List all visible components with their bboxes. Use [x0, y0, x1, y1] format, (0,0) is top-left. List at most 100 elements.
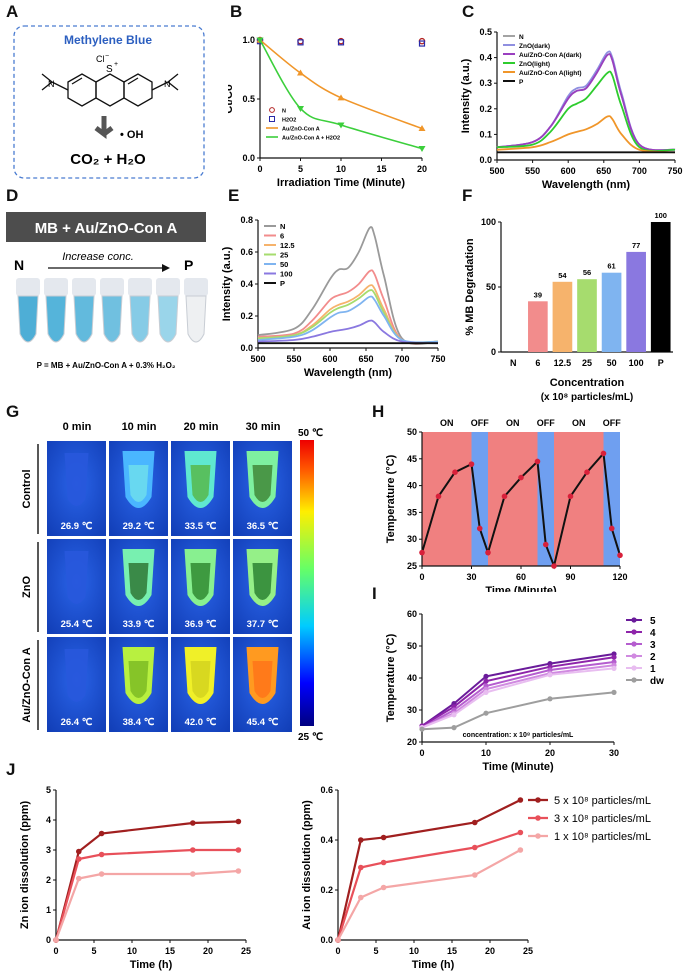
j2-x-tick-label: 15	[447, 946, 457, 956]
panel-letter-c: C	[462, 2, 475, 21]
f-bar	[601, 272, 622, 352]
banner-bg	[6, 212, 206, 242]
f-bar	[650, 222, 671, 352]
h-point	[452, 469, 458, 475]
panel-letter-f: F	[462, 186, 473, 205]
c-y-tick-label: 0.0	[479, 155, 492, 165]
i-point	[611, 689, 617, 695]
i-x-tick-label: 10	[481, 748, 491, 758]
h-band-label: ON	[572, 418, 586, 428]
i-x-tick-label: 20	[545, 748, 555, 758]
f-bar-label: 77	[632, 241, 640, 250]
f-bar-label: 100	[654, 211, 667, 220]
j1-point	[76, 848, 82, 855]
c-y-tick-label: 0.5	[479, 27, 492, 37]
h-point	[534, 458, 541, 465]
e-legend-label: 100	[280, 270, 293, 279]
i-legend-marker	[631, 677, 637, 683]
j2-series-line	[336, 831, 521, 941]
i-point	[483, 673, 489, 679]
f-y-tick-label: 0	[491, 347, 496, 357]
j1-x-tick-label: 25	[241, 946, 251, 956]
plus-charge: +	[114, 61, 118, 68]
b-point	[337, 39, 345, 46]
thermal-temp-label: 25.4 ℃	[61, 619, 93, 630]
i-point	[419, 726, 425, 732]
j-legend-label: 1 x 10⁸ particles/mL	[554, 831, 651, 843]
i-x-tick-label: 30	[609, 748, 619, 758]
i-note: concentration: x 10⁸ particles/mL	[463, 732, 574, 739]
b-point	[418, 40, 426, 47]
thermal-tube-core	[252, 465, 273, 502]
b-y-tick-label: 0.0	[242, 153, 255, 163]
b-legend-marker	[269, 107, 275, 113]
j2-x-tick-label: 5	[373, 946, 378, 956]
chart-e: 500 550 600 650 700 7500.00.20.40.60.8Wavelen…	[221, 215, 446, 379]
f-x-tick-label: P	[658, 358, 664, 368]
j1-point	[76, 856, 82, 862]
tube-5	[128, 278, 152, 343]
scale-min-label: 25 ℃	[298, 732, 323, 743]
h-x-tick-label: 120	[612, 572, 627, 582]
thermal-tube-core	[190, 465, 211, 502]
e-legend-label: N	[280, 222, 285, 231]
i-legend-label: 4	[650, 628, 656, 639]
h-point	[600, 450, 607, 457]
j1-point	[235, 868, 242, 874]
b-point	[337, 122, 345, 129]
j1-point	[235, 847, 242, 853]
thermal-tube-faint	[64, 551, 89, 604]
thermal-images: 0 min 10 min 20 min 30 min Control ZnO Au/ZnO-…	[21, 421, 323, 743]
h-point	[501, 493, 508, 500]
tube-footnote: P = MB + Au/ZnO-Con A + 0.3% H₂O₂	[37, 361, 176, 370]
i-point	[611, 654, 617, 660]
j2-x-tick-label: 20	[485, 946, 495, 956]
j1-y-label: Zn ion dissolution (ppm)	[19, 801, 31, 930]
j1-y-tick-label: 5	[46, 785, 51, 795]
methylene-blue-scheme: Methylene Blue N N S + Cl − • OH CO₂ + H…	[13, 25, 205, 179]
scheme-title: Methylene Blue	[64, 33, 152, 47]
c-x-tick-label: 650	[596, 166, 611, 176]
h-y-tick-label: 25	[407, 561, 417, 571]
i-legend-label: 3	[650, 640, 656, 651]
h-point	[419, 549, 425, 556]
chart-c: 500 550 600 650 700 750 0.0 0.1 0.2 0.3 0.4 0.5 Wave…	[460, 27, 683, 191]
scale-max-label: 50 ℃	[298, 428, 323, 439]
i-point	[483, 710, 489, 716]
j1-point	[190, 847, 196, 853]
i-y-tick-label: 50	[407, 641, 417, 651]
b-legend-marker	[269, 116, 275, 122]
i-legend-label: 5	[650, 616, 656, 627]
h-band-label: OFF	[471, 418, 489, 428]
i-y-tick-label: 60	[407, 609, 417, 619]
hydroxyl-radical: • OH	[120, 129, 143, 141]
tube-photo: MB + Au/ZnO-Con A N P Increase conc. P =…	[6, 212, 208, 370]
h-band	[603, 432, 620, 566]
b-x-tick-label: 20	[417, 164, 427, 174]
j2-point	[517, 847, 524, 853]
panel-letter-h: H	[372, 402, 385, 421]
j2-x-label: Time (h)	[412, 959, 455, 971]
h-x-tick-label: 60	[516, 572, 526, 582]
e-y-tick-label: 0.2	[240, 311, 253, 321]
j1-series-line	[54, 869, 239, 941]
b-y-tick-label: 1.0	[242, 35, 255, 45]
j2-point	[472, 872, 478, 878]
e-x-tick-label: 550	[286, 354, 301, 364]
i-legend-marker	[631, 653, 637, 659]
h-band	[422, 432, 472, 566]
color-scale-bar	[300, 440, 314, 726]
j2-y-label: Au ion dissolution (ppm)	[301, 800, 313, 930]
thermal-temp-label: 33.5 ℃	[185, 521, 217, 532]
c-legend-label: Au/ZnO-Con A(light)	[519, 70, 582, 77]
i-x-tick-label: 0	[419, 748, 424, 758]
j2-y-tick-label: 0.4	[320, 835, 333, 845]
h-band	[471, 432, 488, 566]
c-y-tick-label: 0.4	[479, 53, 492, 63]
h-y-tick-label: 30	[407, 534, 417, 544]
h-series-line	[421, 451, 621, 570]
thermal-temp-label: 38.4 ℃	[123, 717, 155, 728]
j2-point	[358, 894, 364, 901]
b-x-label: Irradiation Time (Minute)	[277, 177, 405, 189]
h-band-label: ON	[440, 418, 454, 428]
